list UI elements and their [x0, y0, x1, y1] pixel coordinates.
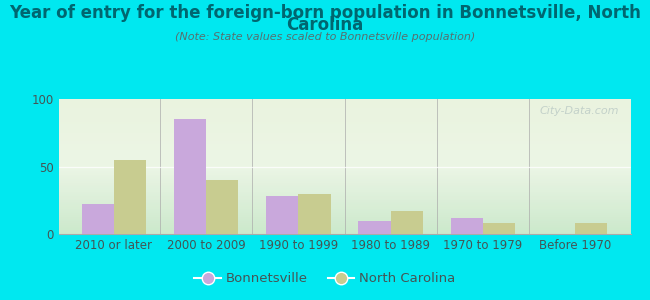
Legend: Bonnetsville, North Carolina: Bonnetsville, North Carolina: [189, 267, 461, 290]
Bar: [358, 220, 391, 234]
Text: (Note: State values scaled to Bonnetsville population): (Note: State values scaled to Bonnetsvil…: [175, 32, 475, 41]
Bar: [114, 160, 146, 234]
Bar: [266, 196, 298, 234]
Bar: [391, 211, 423, 234]
Bar: [483, 223, 515, 234]
Text: Carolina: Carolina: [287, 16, 363, 34]
Bar: [174, 119, 206, 234]
Bar: [575, 223, 608, 234]
Bar: [206, 180, 239, 234]
Bar: [450, 218, 483, 234]
Text: Year of entry for the foreign-born population in Bonnetsville, North: Year of entry for the foreign-born popul…: [9, 4, 641, 22]
Text: City-Data.com: City-Data.com: [540, 106, 619, 116]
Bar: [298, 194, 331, 234]
Bar: [81, 204, 114, 234]
